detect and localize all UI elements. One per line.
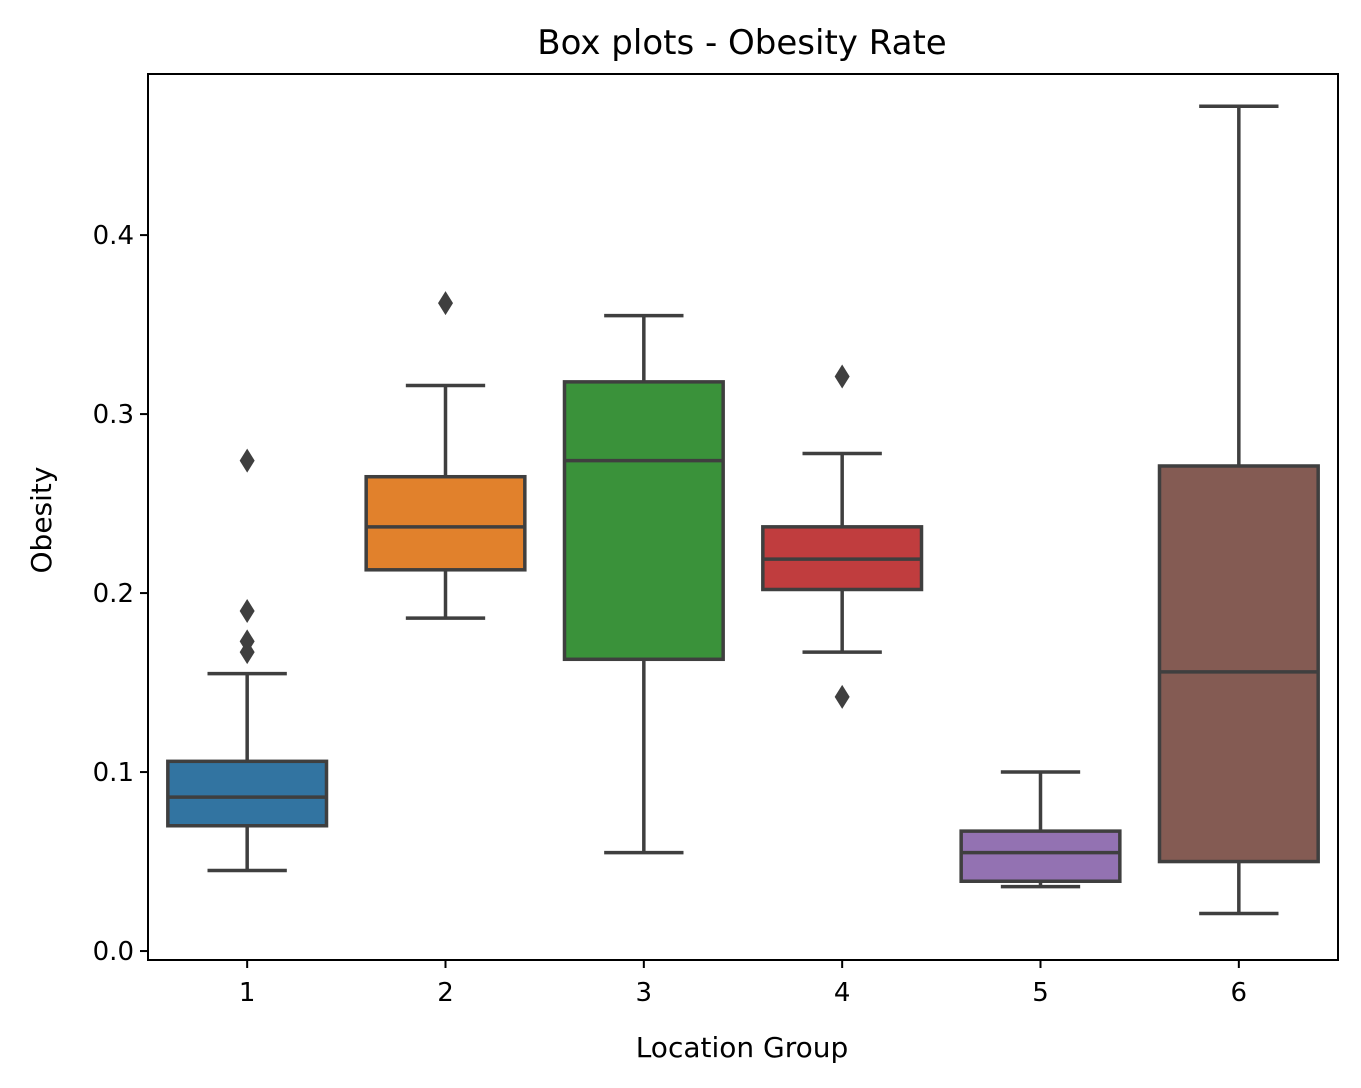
x-tick-label: 5 [1032, 978, 1049, 1008]
outlier-point [239, 640, 255, 665]
y-tick-label: 0.3 [93, 400, 134, 430]
y-tick-label: 0.4 [93, 221, 134, 251]
y-tick-label: 0.0 [93, 937, 134, 967]
box-group-4 [761, 364, 924, 709]
x-tick-label: 2 [437, 978, 454, 1008]
x-tick-label: 6 [1231, 978, 1248, 1008]
y-tick-label: 0.1 [93, 758, 134, 788]
box-group-6 [1157, 104, 1320, 916]
box-group-2 [364, 291, 527, 620]
x-tick-label: 4 [834, 978, 851, 1008]
x-tick-label: 1 [239, 978, 256, 1008]
box-group-3 [562, 313, 725, 855]
box-rect [1157, 464, 1320, 864]
outlier-point [834, 364, 850, 389]
outlier-point [239, 598, 255, 623]
chart-title: Box plots - Obesity Rate [537, 23, 946, 63]
box-rect [364, 474, 527, 572]
x-tick-label: 3 [636, 978, 653, 1008]
outlier-point [438, 291, 453, 316]
axes-frame [147, 73, 1339, 961]
box-group-5 [959, 770, 1122, 889]
box-rect [166, 759, 329, 828]
x-axis-label: Location Group [636, 1031, 849, 1064]
outlier-point [834, 684, 850, 709]
box-group-1 [166, 448, 329, 873]
plot-area: 0.0 0.1 0.2 0.3 0.4 1 2 3 4 5 6 [93, 73, 1339, 1008]
outlier-point [239, 448, 255, 473]
y-tick-label: 0.2 [93, 579, 134, 609]
box-rect [959, 829, 1122, 883]
box-rect [562, 380, 725, 662]
y-axis-label: Obesity [25, 467, 58, 574]
